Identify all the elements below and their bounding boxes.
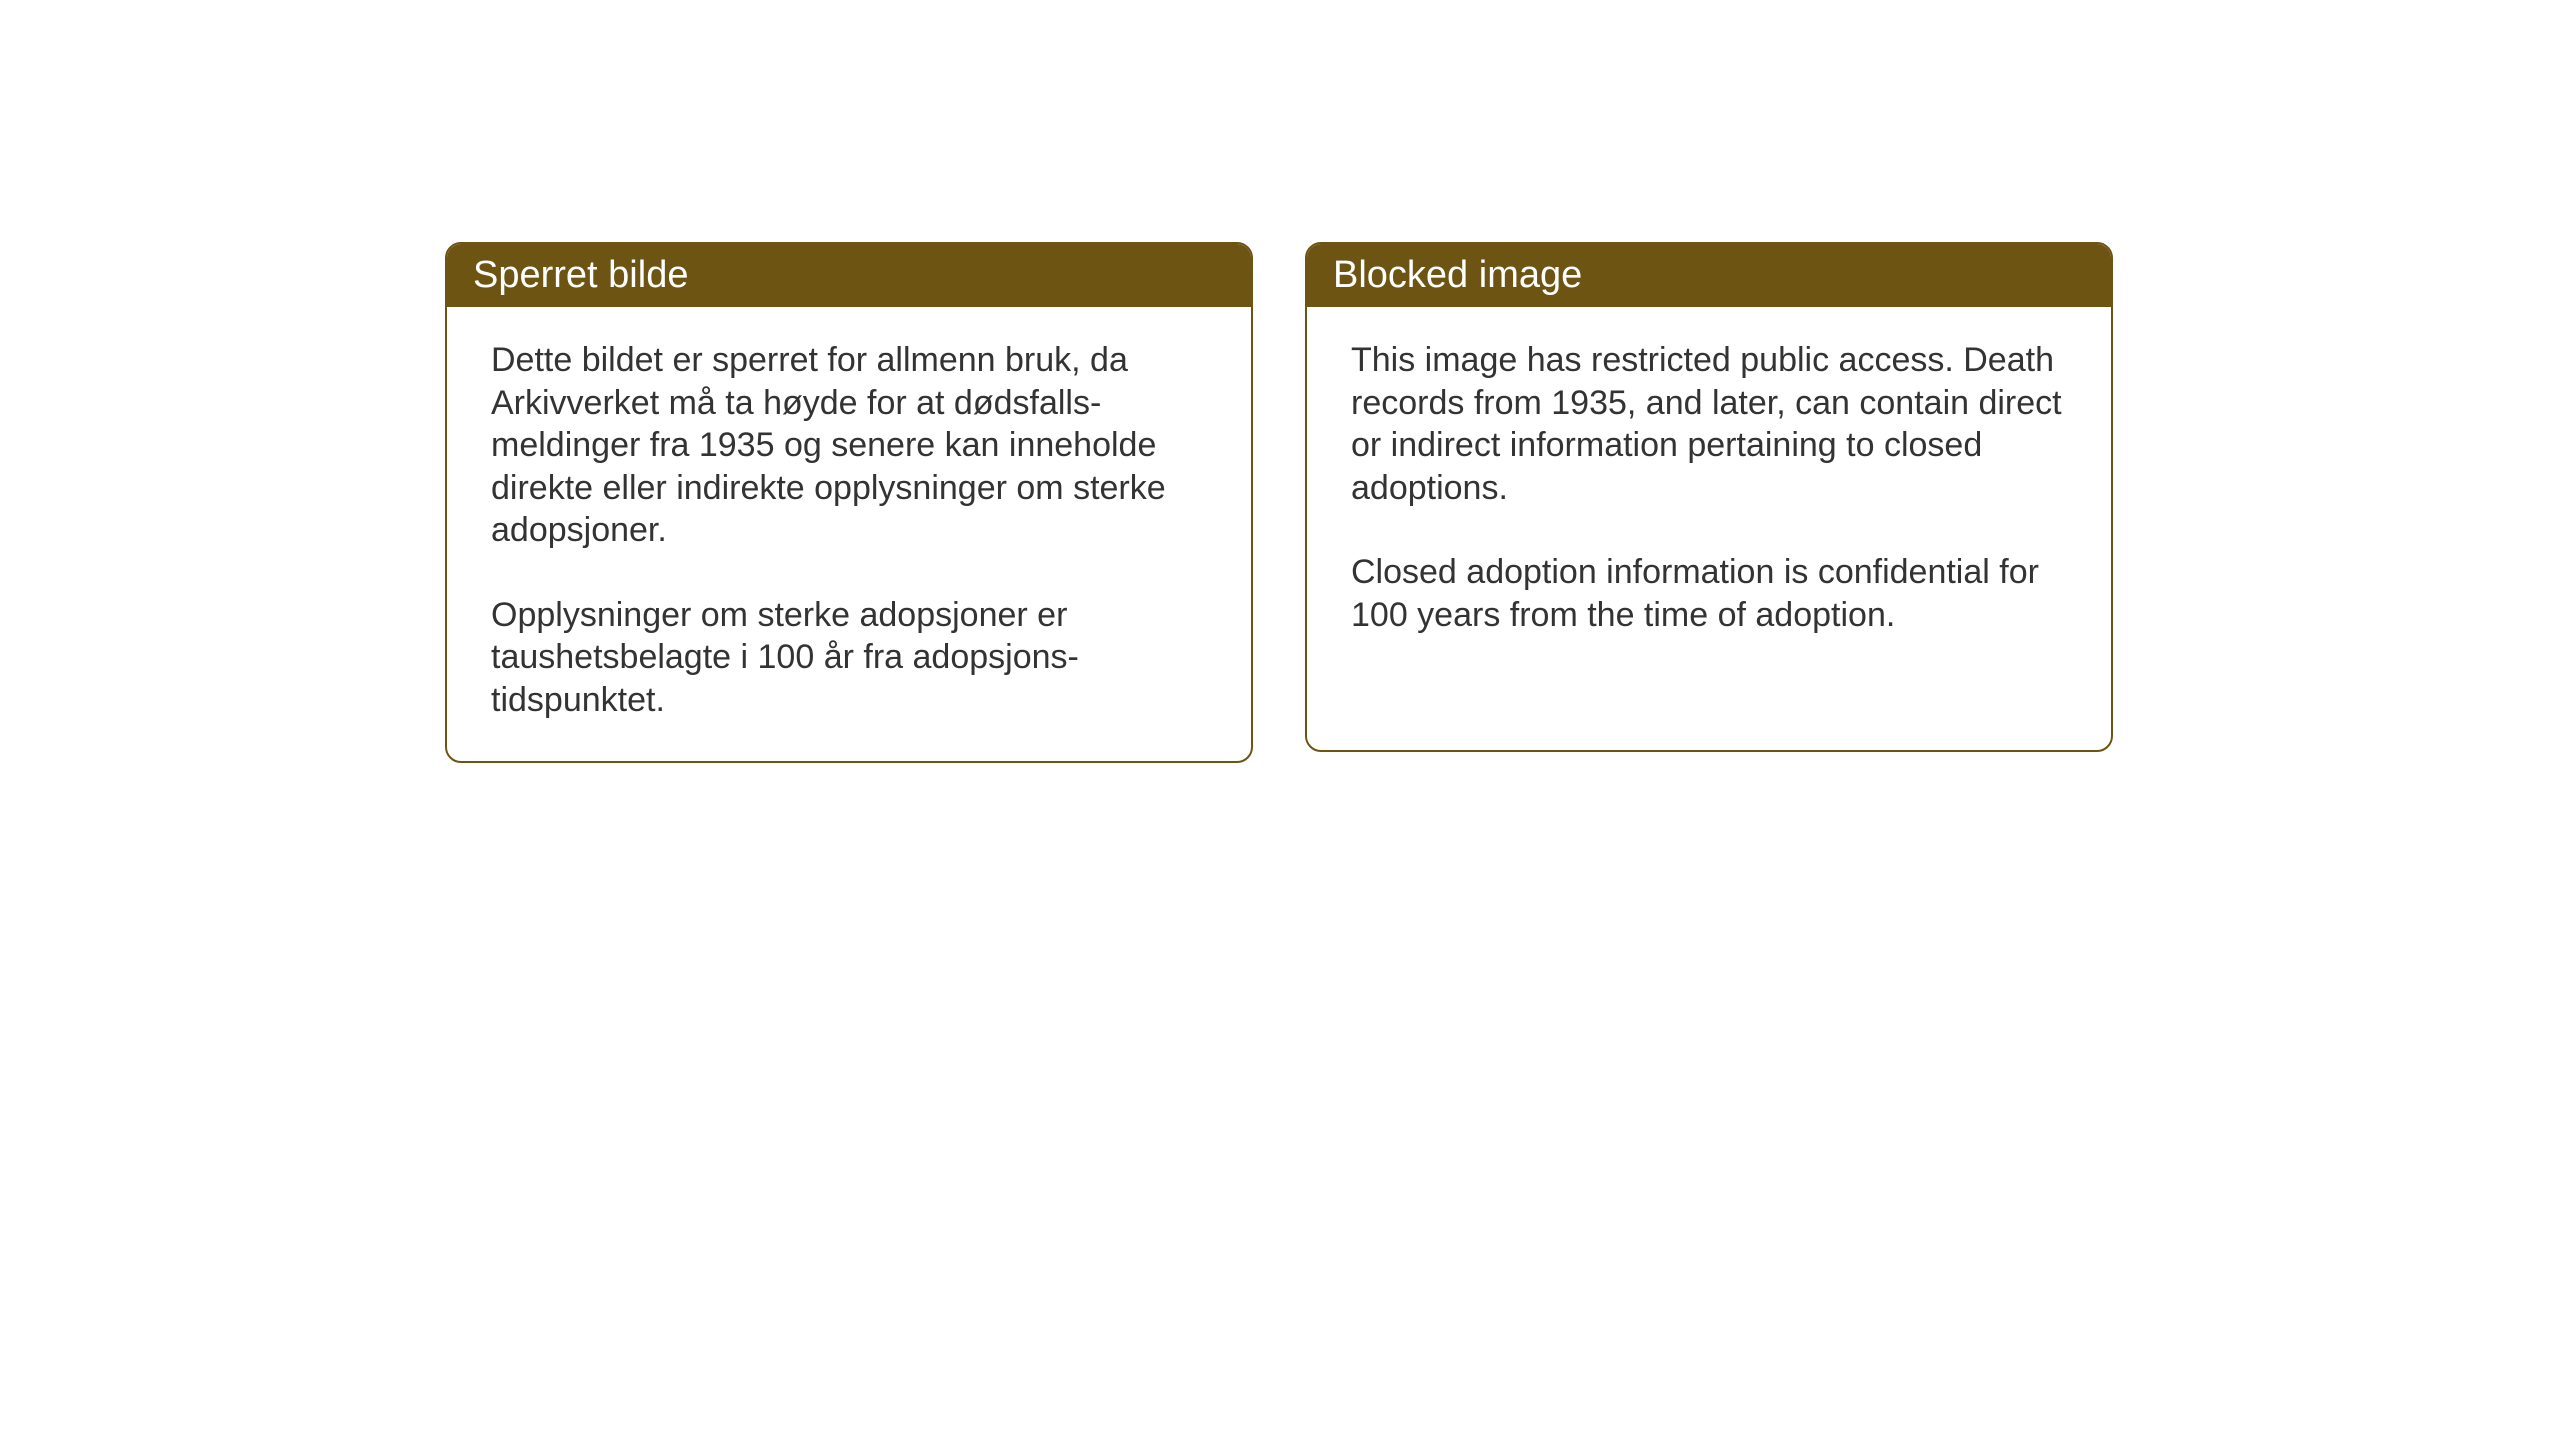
card-paragraph-2: Opplysninger om sterke adopsjoner er tau…: [491, 594, 1207, 722]
card-paragraph-1: Dette bildet er sperret for allmenn bruk…: [491, 339, 1207, 552]
card-body: This image has restricted public access.…: [1307, 307, 2111, 676]
card-header: Sperret bilde: [447, 244, 1251, 307]
card-body: Dette bildet er sperret for allmenn bruk…: [447, 307, 1251, 761]
card-title: Blocked image: [1333, 254, 1582, 296]
card-header: Blocked image: [1307, 244, 2111, 307]
card-title: Sperret bilde: [473, 254, 688, 296]
notice-container: Sperret bilde Dette bildet er sperret fo…: [445, 242, 2113, 763]
notice-card-norwegian: Sperret bilde Dette bildet er sperret fo…: [445, 242, 1253, 763]
card-paragraph-2: Closed adoption information is confident…: [1351, 551, 2067, 636]
card-paragraph-1: This image has restricted public access.…: [1351, 339, 2067, 509]
notice-card-english: Blocked image This image has restricted …: [1305, 242, 2113, 752]
